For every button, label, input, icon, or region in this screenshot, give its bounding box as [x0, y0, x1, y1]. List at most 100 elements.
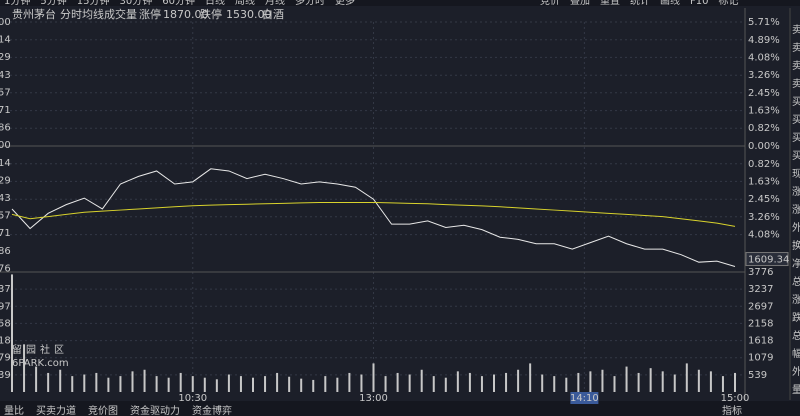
- volume-bar: [372, 363, 375, 392]
- bottom-right[interactable]: 指标: [722, 404, 742, 416]
- toolbar-item[interactable]: 30分钟: [119, 0, 152, 7]
- toolbar-item[interactable]: 竞价: [540, 0, 560, 7]
- toolbar-item[interactable]: 多分时: [295, 0, 325, 7]
- header-item[interactable]: 分时: [60, 8, 82, 21]
- volume-bar: [444, 377, 447, 392]
- y-tick-label: 5.71%: [748, 17, 780, 28]
- side-label: 总: [792, 329, 800, 342]
- volume-tick-label: 2158: [748, 318, 773, 329]
- toolbar-item[interactable]: 叠加: [570, 0, 590, 7]
- volume-bar: [143, 369, 146, 392]
- side-label: 幅: [792, 347, 800, 360]
- toolbar-item[interactable]: 5分钟: [40, 0, 66, 7]
- bottom-tab[interactable]: 竞价图: [88, 404, 118, 416]
- y-tick-label: 1.63%: [748, 176, 780, 187]
- side-label: 买: [792, 150, 800, 162]
- volume-tick-label: 1618: [748, 336, 773, 347]
- header-item: 贵州茅台: [12, 7, 56, 21]
- side-label: 现: [792, 168, 800, 180]
- volume-bar: [685, 363, 688, 392]
- volume-bar: [589, 371, 592, 392]
- volume-bar: [360, 374, 363, 392]
- left-label: 71: [0, 228, 11, 239]
- x-tick-label: 15:00: [721, 393, 750, 404]
- volume-bar: [35, 366, 38, 392]
- side-label: 涨: [792, 204, 800, 216]
- side-label: 涨: [792, 294, 800, 306]
- toolbar-item[interactable]: 重置: [600, 0, 620, 7]
- volume-bar: [239, 376, 242, 392]
- side-label: 卖: [792, 78, 800, 90]
- volume-bar: [191, 376, 194, 392]
- left-label: 43: [0, 70, 11, 81]
- bottom-tab[interactable]: 资金驱动力: [130, 404, 180, 416]
- toolbar-item[interactable]: 月线: [265, 0, 285, 7]
- volume-tick-label: 1079: [748, 353, 773, 364]
- side-label: 跌: [792, 311, 800, 324]
- volume-bar: [59, 369, 62, 392]
- x-tick-label: 14:10: [570, 393, 599, 404]
- volume-bar: [155, 376, 158, 392]
- header-item[interactable]: 成交量: [104, 7, 137, 21]
- toolbar-item[interactable]: 画线: [660, 0, 680, 7]
- toolbar-item[interactable]: 标记: [718, 0, 738, 7]
- volume-bar: [203, 377, 206, 392]
- left-label: 71: [0, 105, 11, 116]
- volume-bar: [276, 372, 279, 392]
- side-label: 净: [792, 257, 800, 270]
- bottom-tab[interactable]: 资金博弈: [192, 404, 232, 416]
- x-tick-label: 13:00: [359, 393, 388, 404]
- volume-bar: [661, 371, 664, 392]
- toolbar-item[interactable]: F10: [690, 0, 708, 7]
- bottom-tab[interactable]: 量比: [4, 405, 24, 416]
- volume-bar: [71, 376, 74, 392]
- toolbar-item[interactable]: 1分钟: [4, 0, 30, 7]
- volume-bar: [179, 372, 182, 392]
- volume-bar: [131, 371, 134, 392]
- volume-bar: [264, 376, 267, 392]
- left-label: 86: [0, 123, 11, 134]
- side-label: 总: [792, 275, 800, 288]
- header-item: 1870.00: [163, 8, 209, 21]
- header-item: 跌停: [200, 7, 222, 21]
- volume-bar: [649, 368, 652, 392]
- volume-bar: [456, 371, 459, 392]
- volume-bar: [613, 376, 616, 392]
- bottom-tab[interactable]: 买卖力道: [36, 404, 76, 416]
- toolbar-item[interactable]: 统计: [630, 0, 650, 7]
- volume-bar: [541, 374, 544, 392]
- y-tick-label: 4.08%: [748, 230, 780, 241]
- volume-bar: [697, 369, 700, 392]
- volume-bar: [565, 377, 568, 392]
- volume-bar: [529, 363, 532, 392]
- y-tick-label: 1.63%: [748, 106, 780, 117]
- side-label: 卖: [792, 60, 800, 72]
- volume-bar: [215, 379, 218, 392]
- toolbar-item[interactable]: 周线: [235, 0, 255, 7]
- side-label: 买: [792, 96, 800, 108]
- watermark-site: 6PARK.com: [12, 358, 69, 369]
- price-tag-label: 1609.34: [748, 255, 789, 266]
- volume-bar: [227, 374, 230, 392]
- left-label: 57: [0, 87, 11, 98]
- volume-bar: [47, 372, 50, 392]
- volume-bar: [23, 344, 26, 392]
- volume-tick-label: 539: [748, 370, 767, 381]
- left-label: 18: [0, 336, 11, 347]
- average-line: [11, 201, 736, 227]
- volume-bar: [288, 376, 291, 392]
- side-label: 卖: [792, 42, 800, 54]
- left-label: 57: [0, 211, 11, 222]
- y-tick-label: 0.82%: [748, 123, 780, 134]
- toolbar-item[interactable]: 日线: [205, 0, 225, 7]
- toolbar-item[interactable]: 15分钟: [77, 0, 110, 7]
- left-label: 97: [0, 301, 11, 312]
- side-label: 卖: [792, 24, 800, 36]
- header-item[interactable]: 均线: [82, 7, 104, 21]
- left-label: 37: [0, 284, 11, 295]
- toolbar-item[interactable]: 更多: [335, 0, 355, 7]
- toolbar-item[interactable]: 60分钟: [162, 0, 195, 7]
- y-tick-label: 4.08%: [748, 52, 780, 63]
